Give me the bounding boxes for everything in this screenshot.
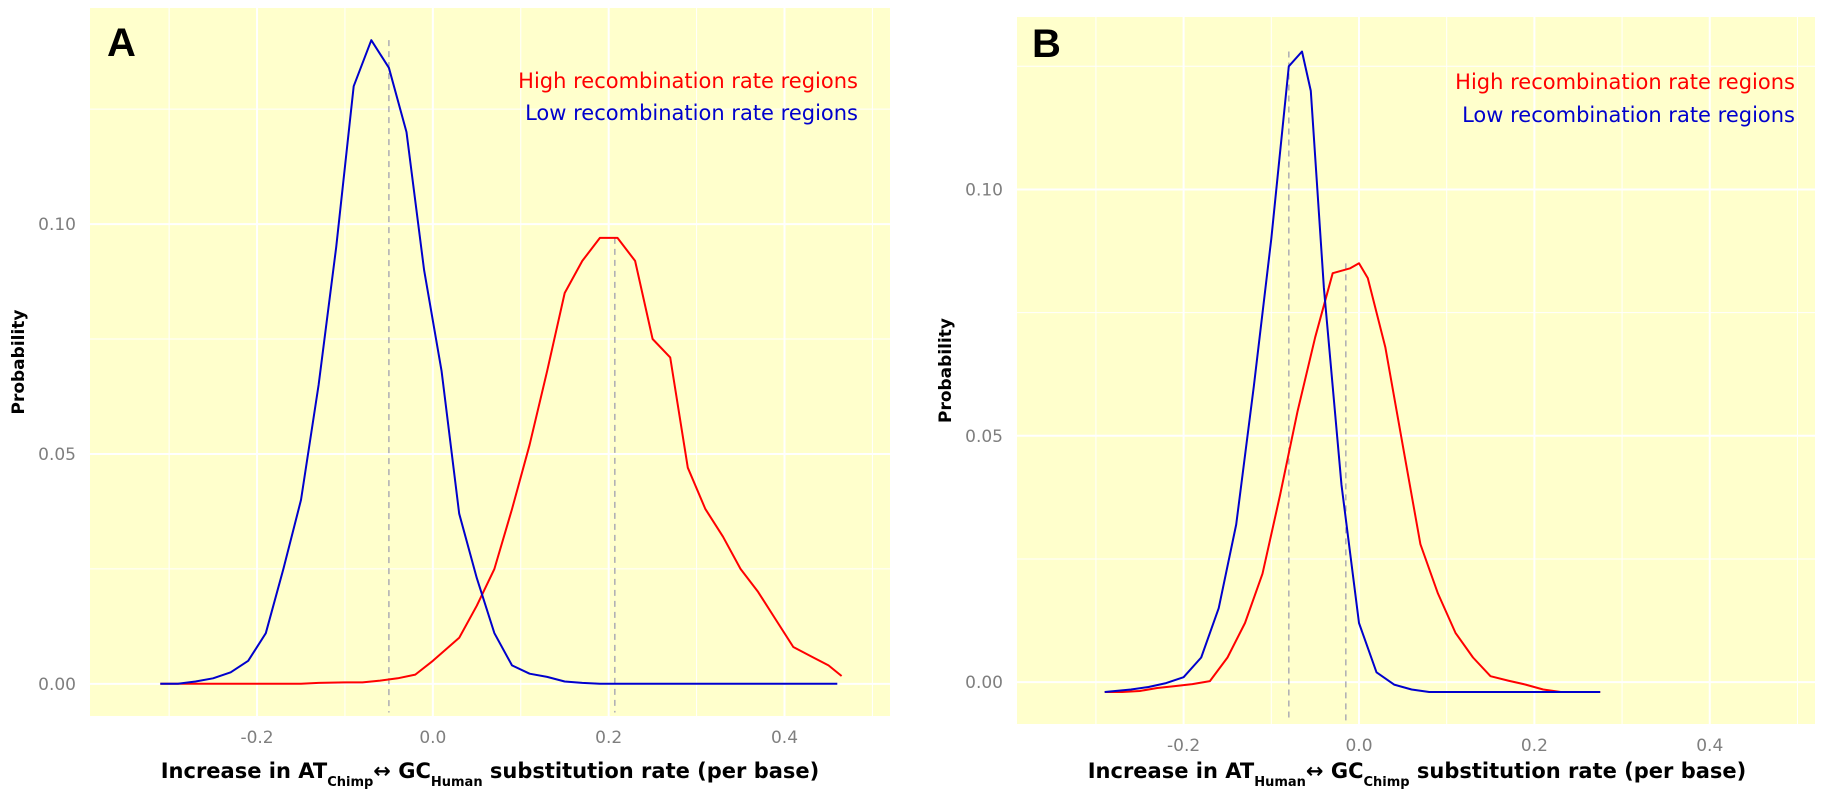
panel-a-series-line-0 xyxy=(160,236,843,685)
panel-a-y-axis-label: Probability xyxy=(9,309,29,414)
panel-b-x-tick-label: 0.4 xyxy=(1696,736,1723,756)
panel-b-legend-entry-1: Low recombination rate regions xyxy=(1462,103,1795,127)
panel-b-y-axis-label: Probability xyxy=(936,318,956,423)
panel-a-x-tick-label: 0.4 xyxy=(771,728,798,748)
panel-b-legend-entry-0: High recombination rate regions xyxy=(1455,70,1795,94)
panel-a-y-tick-label: 0.00 xyxy=(38,675,76,695)
panel-b-series-line-0 xyxy=(1104,262,1601,693)
panel-a-label: A xyxy=(107,21,136,65)
panel-a-series-line-1 xyxy=(160,39,838,685)
panel-a-legend-entry-1: Low recombination rate regions xyxy=(525,101,858,125)
panel-a-x-tick-label: 0.2 xyxy=(595,728,622,748)
panel-b-y-tick-label: 0.10 xyxy=(965,180,1003,200)
panel-a-legend-entry-0: High recombination rate regions xyxy=(518,69,858,93)
panel-a-plot-background xyxy=(90,8,890,716)
panel-a-y-tick-label: 0.05 xyxy=(38,445,76,465)
panel-b-y-tick-label: 0.05 xyxy=(965,427,1003,447)
panel-a: -0.2 0.0 0.2 0.4 0.00 0.05 0.10 Probability Incr… xyxy=(9,8,890,790)
panel-b-x-axis-label: Increase in ATHuman↔ GCChimp substitutio… xyxy=(1088,759,1747,790)
panel-a-x-axis-label: Increase in ATChimp↔ GCHuman substitutio… xyxy=(161,759,820,790)
panel-b: -0.2 0.0 0.2 0.4 0.00 0.05 0.10 Probability Incr… xyxy=(936,17,1815,790)
panel-b-series-line-1 xyxy=(1104,50,1601,693)
panel-b-x-tick-label: -0.2 xyxy=(1167,736,1200,756)
panel-a-x-tick-label: -0.2 xyxy=(240,728,273,748)
panel-b-plot-background xyxy=(1017,17,1815,724)
panel-b-x-tick-label: 0.2 xyxy=(1521,736,1548,756)
panel-a-x-tick-label: 0.0 xyxy=(419,728,446,748)
panel-a-y-tick-label: 0.10 xyxy=(38,215,76,235)
panel-b-label: B xyxy=(1032,22,1061,66)
panel-b-x-tick-label: 0.0 xyxy=(1345,736,1372,756)
panel-b-y-tick-label: 0.00 xyxy=(965,673,1003,693)
